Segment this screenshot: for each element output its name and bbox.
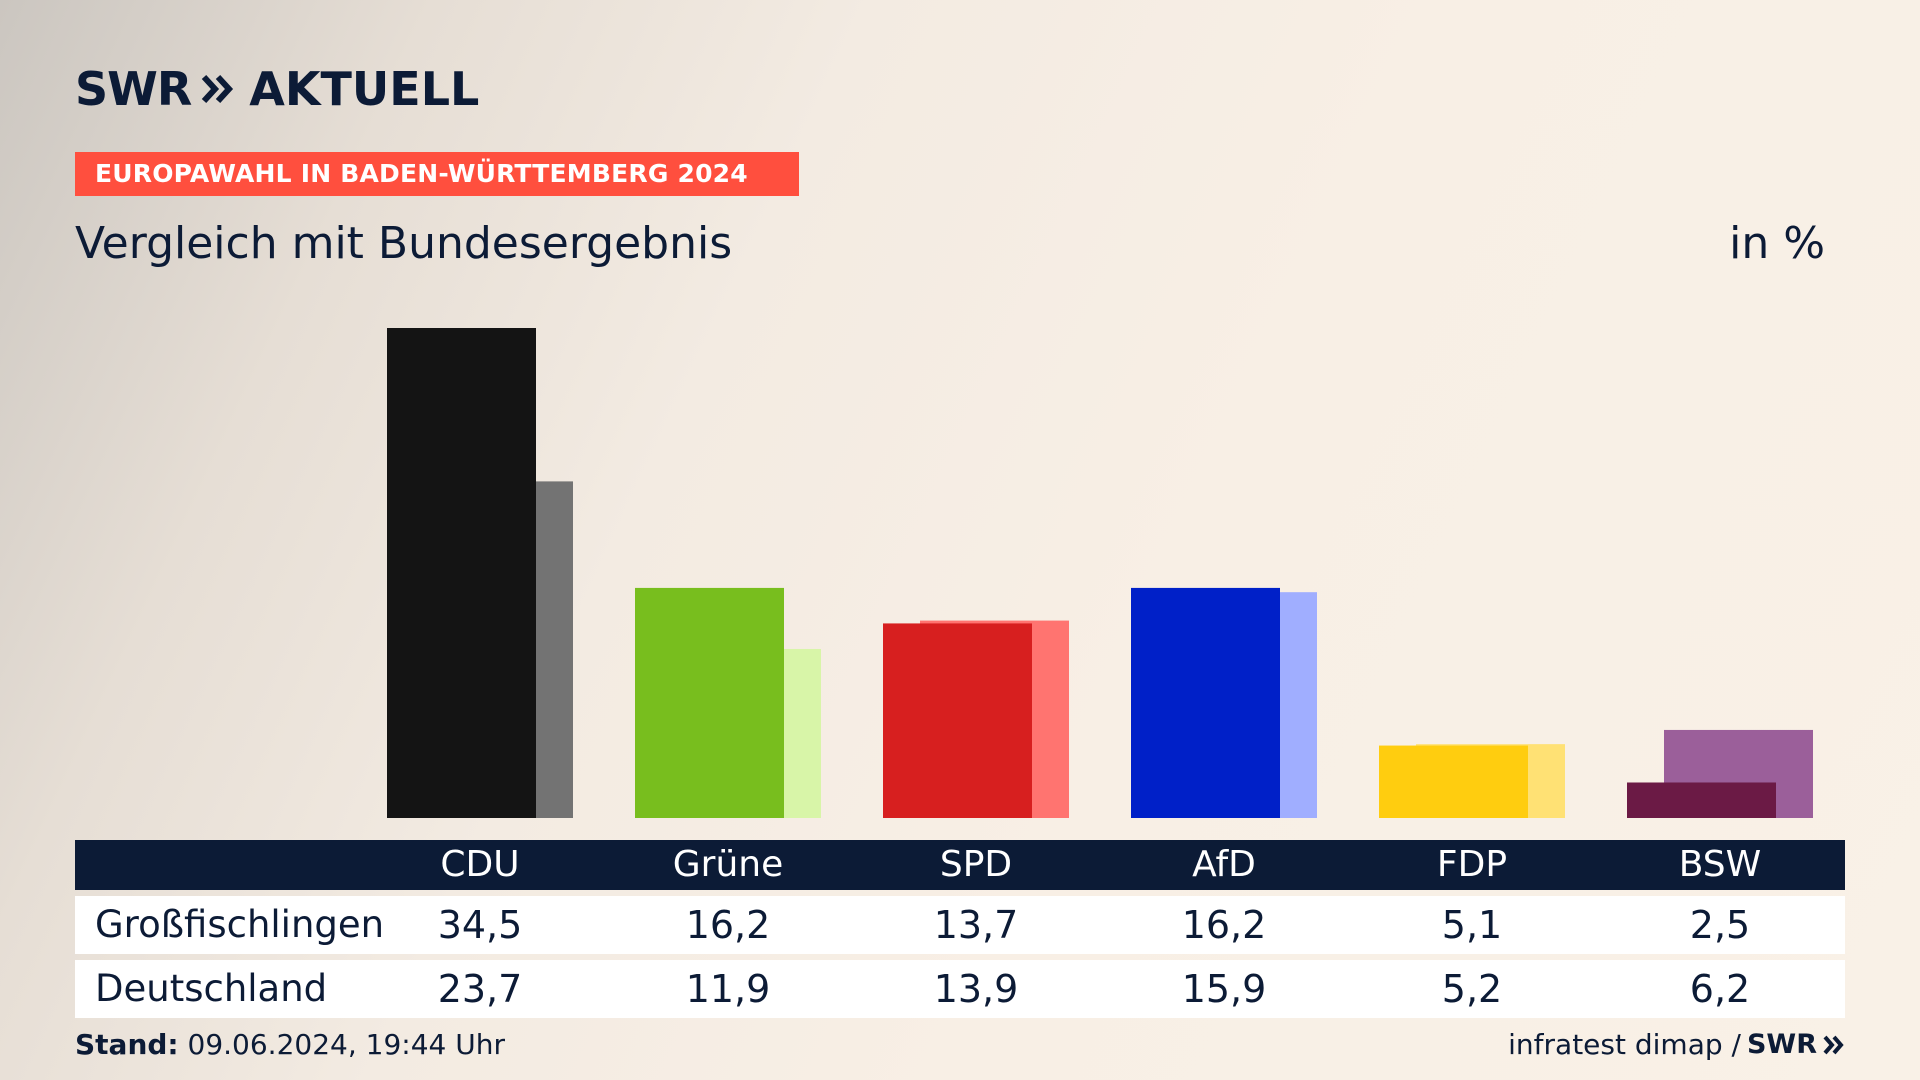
double-chevron-icon xyxy=(201,74,237,104)
row-label: Deutschland xyxy=(95,967,328,1010)
election-tag: EUROPAWAHL IN BADEN-WÜRTTEMBERG 2024 xyxy=(75,152,799,196)
source-text: infratest dimap / xyxy=(1508,1028,1741,1061)
table-cell: 6,2 xyxy=(1689,967,1751,1011)
table-cell: 16,2 xyxy=(1181,903,1267,947)
bar-local-cdu xyxy=(387,328,536,818)
bar-local-fdp xyxy=(1379,745,1528,818)
header-cell-bsw: BSW xyxy=(1678,844,1762,885)
table-cell: 13,9 xyxy=(933,967,1019,1011)
table-header: CDU Grüne SPD AfD FDP BSW xyxy=(75,840,1845,890)
table-row: Deutschland 23,7 11,9 13,9 15,9 5,2 6,2 xyxy=(75,960,1845,1018)
table-cell: 34,5 xyxy=(437,903,523,947)
table-cell: 15,9 xyxy=(1181,967,1267,1011)
header-cell-fdp: FDP xyxy=(1436,844,1508,885)
stand-label: Stand: xyxy=(75,1028,179,1061)
double-chevron-icon xyxy=(1823,1035,1844,1054)
bar-chart xyxy=(387,328,1813,818)
bar-local-afd xyxy=(1131,587,1280,818)
stand-text: Stand: 09.06.2024, 19:44 Uhr xyxy=(75,1028,505,1061)
logo-brand-text: AKTUELL xyxy=(249,62,480,116)
table-cell: 5,1 xyxy=(1441,903,1503,947)
header-cell-gruene: Grüne xyxy=(672,844,784,885)
header-cell-cdu: CDU xyxy=(440,844,520,885)
results-table: CDU Grüne SPD AfD FDP BSW Großfischlinge… xyxy=(75,840,1845,1018)
table-cell: 11,9 xyxy=(685,967,771,1011)
unit-label: in % xyxy=(1729,218,1825,269)
table-row: Großfischlingen 34,5 16,2 13,7 16,2 5,1 … xyxy=(75,896,1845,954)
chart-subtitle: Vergleich mit Bundesergebnis xyxy=(75,218,733,269)
table-cell: 16,2 xyxy=(685,903,771,947)
logo-swr-text: SWR xyxy=(75,62,192,116)
table-cell: 2,5 xyxy=(1689,903,1751,947)
row-label: Großfischlingen xyxy=(95,903,385,946)
bar-local-grne xyxy=(635,587,784,818)
bar-local-bsw xyxy=(1627,782,1776,818)
header-cell-spd: SPD xyxy=(939,844,1013,885)
swr-aktuell-logo: SWR AKTUELL xyxy=(75,62,479,116)
table-cell: 13,7 xyxy=(933,903,1019,947)
table-cell: 5,2 xyxy=(1441,967,1503,1011)
header-cell-afd: AfD xyxy=(1192,844,1256,885)
source-credit: infratest dimap / SWR xyxy=(1508,1028,1845,1061)
bar-local-spd xyxy=(883,623,1032,818)
table-cell: 23,7 xyxy=(437,967,523,1011)
source-swr-logo: SWR xyxy=(1746,1029,1817,1060)
stand-value: 09.06.2024, 19:44 Uhr xyxy=(178,1028,505,1061)
